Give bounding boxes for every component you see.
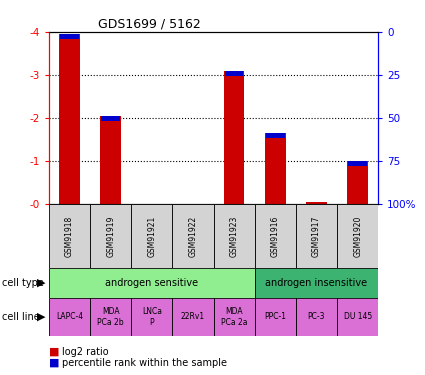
Text: GSM91922: GSM91922 <box>188 216 198 257</box>
Text: cell line: cell line <box>2 312 40 322</box>
Text: GSM91920: GSM91920 <box>353 216 362 257</box>
Bar <box>173 204 213 268</box>
Bar <box>90 204 131 268</box>
Text: GSM91921: GSM91921 <box>147 216 156 257</box>
Text: PPC-1: PPC-1 <box>264 312 286 321</box>
Bar <box>265 133 286 204</box>
Text: ■: ■ <box>49 347 60 357</box>
Bar <box>60 34 79 39</box>
Text: cell type: cell type <box>2 278 44 288</box>
Text: MDA
PCa 2b: MDA PCa 2b <box>97 307 124 327</box>
Bar <box>213 204 255 268</box>
Bar <box>173 298 213 336</box>
Text: LNCa
P: LNCa P <box>142 307 162 327</box>
Text: log2 ratio: log2 ratio <box>62 347 108 357</box>
Bar <box>255 268 378 298</box>
Text: GSM91918: GSM91918 <box>65 216 74 257</box>
Bar <box>59 34 80 204</box>
Bar <box>255 204 296 268</box>
Bar <box>213 298 255 336</box>
Text: GSM91916: GSM91916 <box>271 216 280 257</box>
Text: ▶: ▶ <box>37 278 46 288</box>
Bar <box>348 161 367 166</box>
Bar <box>49 298 90 336</box>
Bar <box>131 204 173 268</box>
Bar <box>255 298 296 336</box>
Text: PC-3: PC-3 <box>308 312 325 321</box>
Text: MDA
PCa 2a: MDA PCa 2a <box>221 307 247 327</box>
Text: ▶: ▶ <box>37 312 46 322</box>
Text: GSM91919: GSM91919 <box>106 216 115 257</box>
Bar <box>337 298 378 336</box>
Bar <box>296 204 337 268</box>
Bar <box>100 116 121 204</box>
Text: DU 145: DU 145 <box>343 312 372 321</box>
Text: LAPC-4: LAPC-4 <box>56 312 83 321</box>
Bar <box>90 298 131 336</box>
Bar <box>102 116 120 121</box>
Text: 22Rv1: 22Rv1 <box>181 312 205 321</box>
Bar <box>225 70 244 76</box>
Bar <box>131 298 173 336</box>
Text: GDS1699 / 5162: GDS1699 / 5162 <box>98 18 201 31</box>
Text: androgen insensitive: androgen insensitive <box>266 278 368 288</box>
Text: androgen sensitive: androgen sensitive <box>105 278 198 288</box>
Bar <box>347 161 368 204</box>
Text: GSM91923: GSM91923 <box>230 216 239 257</box>
Text: GSM91917: GSM91917 <box>312 216 321 257</box>
Text: percentile rank within the sample: percentile rank within the sample <box>62 358 227 368</box>
Text: ■: ■ <box>49 358 60 368</box>
Bar <box>337 204 378 268</box>
Bar <box>49 268 255 298</box>
Bar <box>49 204 90 268</box>
Bar <box>306 202 327 204</box>
Bar <box>266 133 285 138</box>
Bar <box>224 70 244 204</box>
Bar <box>296 298 337 336</box>
